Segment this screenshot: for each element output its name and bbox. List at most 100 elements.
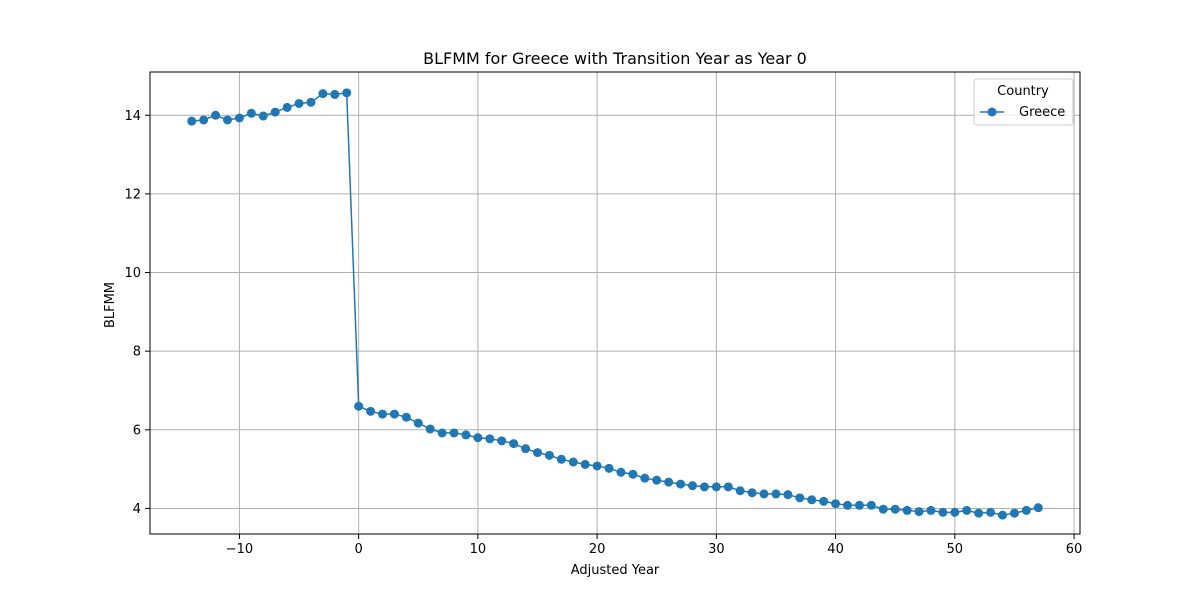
data-point [759, 489, 769, 499]
data-point [747, 488, 757, 498]
data-point [449, 428, 459, 438]
ticks: −10 0 10 20 30 40 50 60 4 6 8 10 12 14 [124, 109, 1082, 557]
data-point [902, 505, 912, 515]
data-point [580, 459, 590, 469]
data-point [866, 500, 876, 510]
data-point [258, 111, 268, 121]
data-point [807, 495, 817, 505]
y-tick-label: 12 [124, 187, 141, 202]
data-point [688, 481, 697, 491]
data-point [413, 418, 423, 428]
y-tick-label: 4 [133, 502, 141, 517]
data-point [699, 482, 709, 492]
data-point [223, 115, 232, 125]
data-point [389, 409, 399, 419]
data-point [723, 482, 733, 492]
y-tick-label: 6 [133, 423, 141, 438]
data-point [497, 436, 507, 446]
data-point [366, 406, 376, 416]
data-point [485, 434, 495, 444]
legend: Country Greece [973, 78, 1074, 126]
x-tick-label: 60 [1066, 542, 1083, 557]
legend-marker-swatch [987, 107, 997, 117]
data-point [890, 504, 900, 514]
data-point [783, 490, 793, 500]
data-point [974, 508, 984, 518]
x-tick-label: 10 [470, 542, 487, 557]
data-point [330, 89, 340, 99]
x-tick-label: −10 [226, 542, 253, 557]
grid [150, 72, 1080, 534]
data-point [652, 475, 662, 485]
data-point [199, 115, 209, 125]
data-point [568, 457, 578, 467]
data-point [342, 88, 352, 98]
data-point [354, 401, 364, 411]
data-point [878, 504, 888, 514]
data-point [962, 505, 972, 515]
x-tick-label: 50 [947, 542, 964, 557]
data-point [938, 507, 948, 517]
data-point [628, 469, 638, 479]
data-point [604, 463, 614, 473]
data-point [843, 500, 852, 510]
data-point [425, 424, 435, 434]
x-tick-label: 40 [827, 542, 844, 557]
data-point [998, 510, 1007, 520]
data-point [234, 113, 244, 123]
x-tick-label: 30 [708, 542, 725, 557]
data-point [437, 428, 447, 438]
data-point [735, 486, 745, 496]
data-point [270, 107, 280, 117]
data-point [473, 433, 483, 443]
data-point [294, 98, 304, 108]
x-axis-label: Adjusted Year [571, 563, 660, 578]
data-point [533, 448, 542, 458]
x-tick-label: 20 [589, 542, 606, 557]
data-point [664, 477, 674, 487]
data-point [986, 507, 996, 517]
x-tick-label: 0 [355, 542, 363, 557]
plot-frame [149, 71, 1081, 535]
y-tick-label: 10 [124, 266, 141, 281]
chart-title: BLFMM for Greece with Transition Year as… [423, 49, 807, 68]
data-point [711, 482, 721, 492]
data-point [914, 507, 924, 517]
data-point [306, 97, 316, 107]
legend-title: Country [997, 84, 1049, 99]
data-point [246, 108, 256, 118]
data-point [318, 89, 328, 99]
series-layer [187, 88, 1043, 520]
data-point [556, 454, 566, 464]
data-point [1021, 505, 1031, 515]
legend-box [973, 78, 1074, 126]
series-line-greece [191, 91, 1039, 516]
data-point [819, 496, 829, 506]
data-point [640, 473, 650, 483]
data-point [676, 479, 686, 489]
data-point [461, 430, 471, 440]
y-tick-label: 8 [133, 345, 141, 360]
data-point [795, 493, 805, 503]
y-axis-label: BLFMM [103, 282, 118, 328]
data-point [211, 110, 221, 120]
data-point [282, 102, 292, 112]
data-point [592, 461, 602, 471]
data-point [926, 505, 936, 515]
data-point [1033, 503, 1043, 513]
data-point [509, 439, 519, 449]
data-point [544, 450, 554, 460]
data-point [378, 409, 387, 419]
data-point [616, 467, 626, 477]
data-point [187, 116, 197, 126]
data-point [950, 507, 960, 517]
data-point [831, 499, 841, 509]
data-point [1009, 508, 1019, 518]
data-point [771, 489, 781, 499]
data-point [854, 500, 864, 510]
data-point [521, 444, 531, 454]
y-tick-label: 14 [124, 109, 141, 124]
data-point [401, 412, 411, 422]
